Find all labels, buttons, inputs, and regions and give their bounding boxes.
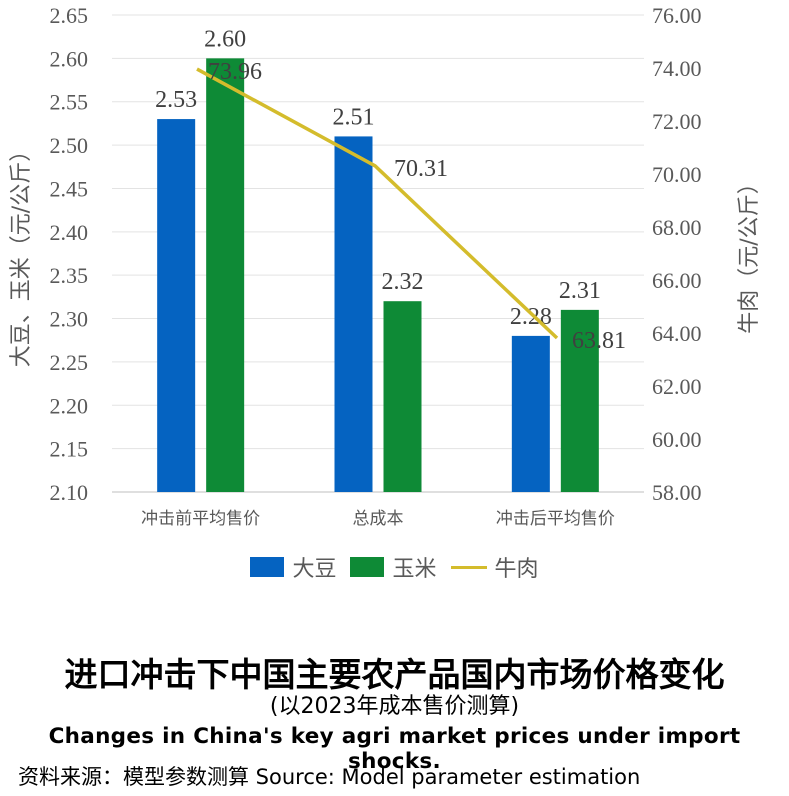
legend-label-corn: 玉米	[392, 557, 437, 582]
x-tick-label: 冲击后平均售价	[496, 509, 615, 529]
y2-tick-label: 58.00	[652, 480, 702, 505]
y2-tick-label: 70.00	[652, 162, 702, 187]
y2-tick-label: 72.00	[652, 109, 702, 134]
legend: 大豆 玉米 牛肉	[0, 550, 789, 584]
data-label: 2.51	[333, 104, 375, 130]
bar-corn	[206, 58, 245, 492]
bar-corn	[383, 301, 422, 492]
y-tick-label: 2.45	[50, 176, 89, 201]
legend-label-soybean: 大豆	[292, 557, 337, 582]
y-tick-label: 2.10	[50, 480, 89, 505]
bar-soybean	[511, 335, 550, 492]
legend-item-soybean: 大豆	[250, 551, 336, 583]
bar-corn	[560, 309, 599, 492]
data-label-beef: 63.81	[572, 328, 626, 354]
data-label: 2.53	[155, 87, 197, 113]
y-tick-label: 2.50	[50, 133, 89, 158]
legend-item-beef: 牛肉	[450, 551, 539, 583]
legend-label-beef: 牛肉	[494, 557, 539, 582]
bar-soybean	[334, 136, 373, 492]
y2-tick-label: 60.00	[652, 427, 702, 452]
legend-swatch-beef	[450, 565, 487, 569]
line-beef	[196, 67, 559, 340]
x-tick-label: 总成本	[353, 509, 404, 529]
y2-tick-label: 68.00	[652, 215, 702, 240]
x-tick-label: 冲击前平均售价	[141, 509, 260, 529]
legend-swatch-soybean	[250, 557, 285, 577]
data-label-beef: 70.31	[394, 156, 448, 182]
y-tick-label: 2.20	[50, 393, 89, 418]
data-label: 2.31	[559, 278, 601, 304]
y-tick-label: 2.40	[50, 220, 89, 245]
y-axis-title: 大豆、玉米（元/公斤）	[9, 140, 34, 367]
y-tick-label: 2.65	[50, 3, 89, 28]
y2-tick-label: 74.00	[652, 56, 702, 81]
y-tick-label: 2.15	[50, 437, 89, 462]
y2-tick-label: 62.00	[652, 374, 702, 399]
data-label: 2.32	[382, 269, 424, 295]
y-tick-label: 2.60	[50, 46, 89, 71]
legend-swatch-corn	[350, 557, 385, 577]
bar-soybean	[157, 119, 196, 492]
chart-title: 进口冲击下中国主要农产品国内市场价格变化	[64, 655, 725, 694]
y2-tick-label: 64.00	[652, 321, 702, 346]
y2-tick-label: 76.00	[652, 3, 702, 28]
data-label-beef: 73.96	[208, 59, 262, 85]
legend-item-corn: 玉米	[350, 551, 437, 583]
source-note: 资料来源：模型参数测算 Source: Model parameter esti…	[18, 765, 641, 789]
y-tick-label: 2.25	[50, 350, 89, 375]
y2-tick-label: 66.00	[652, 268, 702, 293]
y-tick-label: 2.55	[50, 90, 89, 115]
y2-axis-title: 牛肉（元/公斤）	[737, 172, 762, 333]
y-tick-label: 2.30	[50, 307, 89, 332]
chart-title-english: Changes in China's key agri market price…	[48, 724, 741, 774]
combo-chart: 2.10 2.15 2.20 2.25 2.30 2.35 2.40 2.45 2.50 2.55…	[9, 3, 762, 529]
chart-subtitle: (以2023年成本售价测算)	[269, 694, 520, 719]
y-tick-label: 2.35	[50, 263, 89, 288]
data-label: 2.60	[204, 26, 246, 52]
